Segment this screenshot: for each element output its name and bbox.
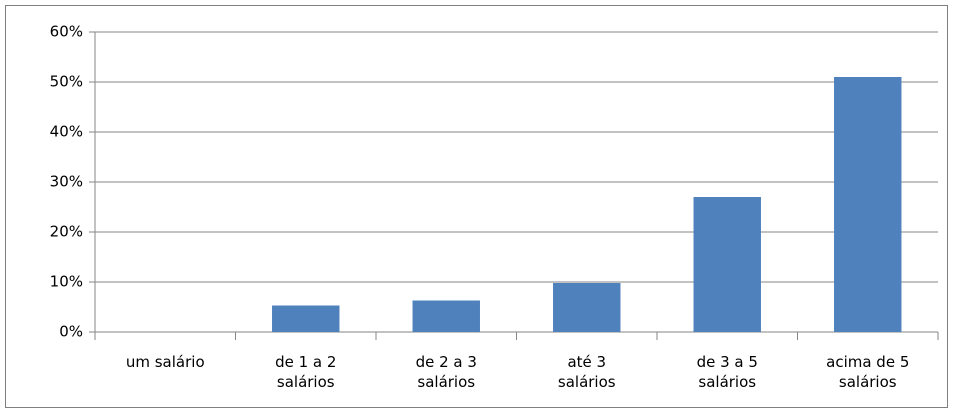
x-tick-label: de 1 a 2 salários xyxy=(275,353,337,391)
bar xyxy=(693,197,761,332)
y-tick-label: 60% xyxy=(50,23,83,41)
y-tick-label: 0% xyxy=(59,323,83,341)
y-tick-label: 30% xyxy=(50,173,83,191)
x-tick-label: acima de 5 salários xyxy=(826,353,910,391)
bar xyxy=(272,305,340,332)
bar xyxy=(553,283,621,332)
x-tick-label: de 2 a 3 salários xyxy=(415,353,477,391)
x-tick-label: um salário xyxy=(125,353,205,371)
x-tick-label: até 3 salários xyxy=(557,353,616,391)
y-tick-label: 40% xyxy=(50,123,83,141)
y-tick-label: 20% xyxy=(50,223,83,241)
x-tick-label: de 3 a 5 salários xyxy=(696,353,758,391)
bar xyxy=(412,300,480,332)
y-tick-label: 10% xyxy=(50,273,83,291)
y-tick-label: 50% xyxy=(50,73,83,91)
chart-border xyxy=(5,5,948,408)
bar xyxy=(834,77,902,332)
